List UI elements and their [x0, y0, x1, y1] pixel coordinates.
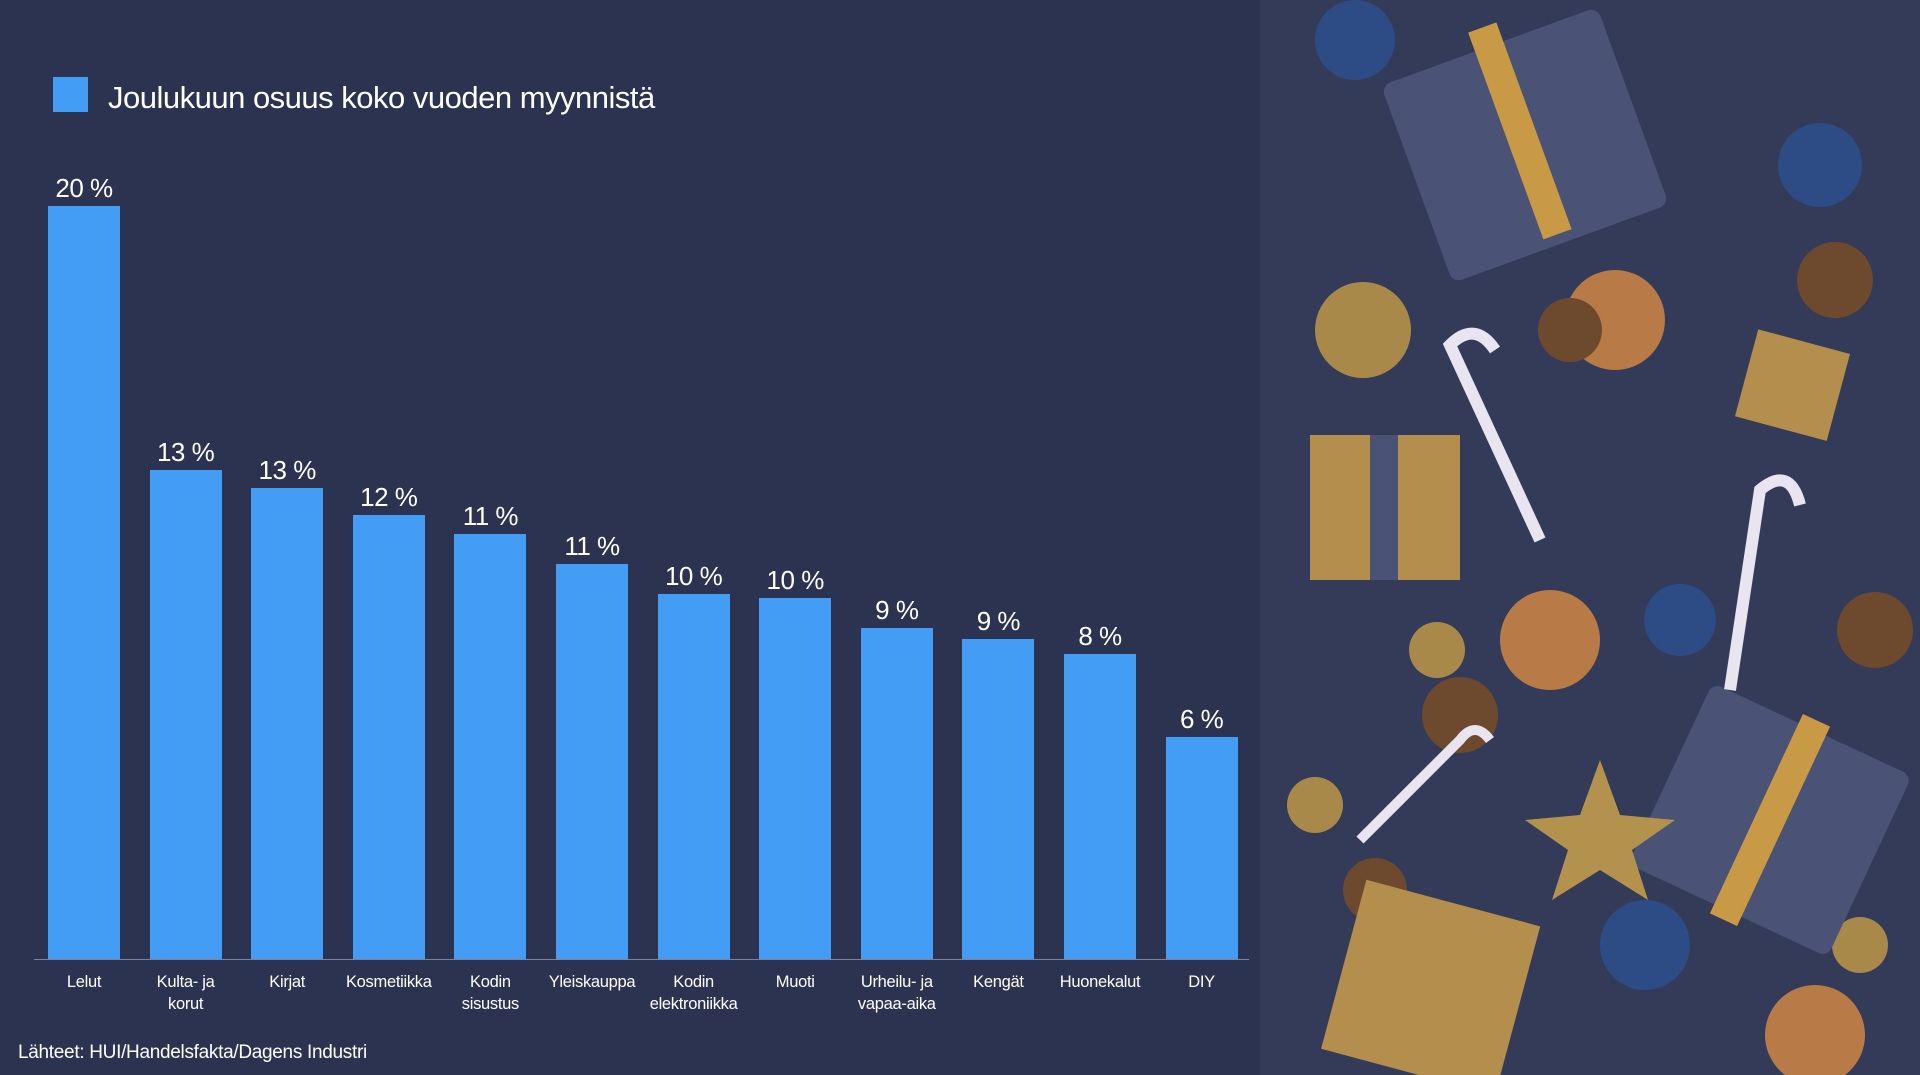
value-label: 11 %: [462, 500, 519, 531]
bar: [1165, 736, 1238, 959]
bar: [556, 563, 628, 959]
x-tick-label: Kirjat: [269, 973, 306, 991]
x-tick-label: Kulta- ja korut: [156, 973, 215, 1013]
legend-label: Joulukuun osuus koko vuoden myynnistä: [108, 80, 655, 115]
value-label: 9 %: [875, 594, 919, 625]
value-label: 13 %: [156, 436, 215, 467]
x-axis-line: [34, 959, 1249, 960]
decoration: [1260, 0, 1920, 1075]
legend-swatch: [53, 77, 88, 112]
value-label: 6 %: [1179, 703, 1224, 734]
bar: [352, 514, 425, 959]
x-tick-label: Kodin elektroniikka: [649, 973, 738, 1013]
source-note: Lähteet: HUI/Handelsfakta/Dagens Industr…: [18, 1042, 367, 1063]
value-label: 10 %: [766, 564, 825, 595]
value-label: 9 %: [976, 605, 1021, 636]
bar: [962, 638, 1035, 959]
bar: [759, 597, 832, 959]
x-tick-label: Huonekalut: [1059, 973, 1141, 991]
x-tick-label: DIY: [1188, 973, 1215, 991]
bar: [251, 488, 324, 959]
x-tick-label: Lelut: [66, 973, 102, 991]
x-tick-label: Kosmetiikka: [345, 973, 432, 991]
value-label: 13 %: [258, 455, 317, 486]
value-label: 20 %: [55, 173, 113, 203]
x-tick-label: Kodin sisustus: [461, 973, 520, 1013]
bar: [149, 469, 222, 959]
value-label: 12 %: [360, 481, 418, 512]
x-tick-label: Muoti: [775, 973, 815, 991]
value-label: 10 %: [664, 560, 723, 591]
bar: [860, 627, 933, 959]
x-tick-label: Urheilu- ja vapaa-aika: [857, 973, 936, 1013]
bar: [657, 593, 730, 959]
bar: [454, 533, 527, 959]
x-tick-label: Yleiskauppa: [548, 973, 636, 991]
value-label: 11 %: [564, 530, 620, 561]
bar: [1064, 654, 1136, 959]
x-tick-label: Kengät: [973, 973, 1024, 991]
value-label: 8 %: [1078, 621, 1122, 652]
bar: [48, 206, 120, 959]
